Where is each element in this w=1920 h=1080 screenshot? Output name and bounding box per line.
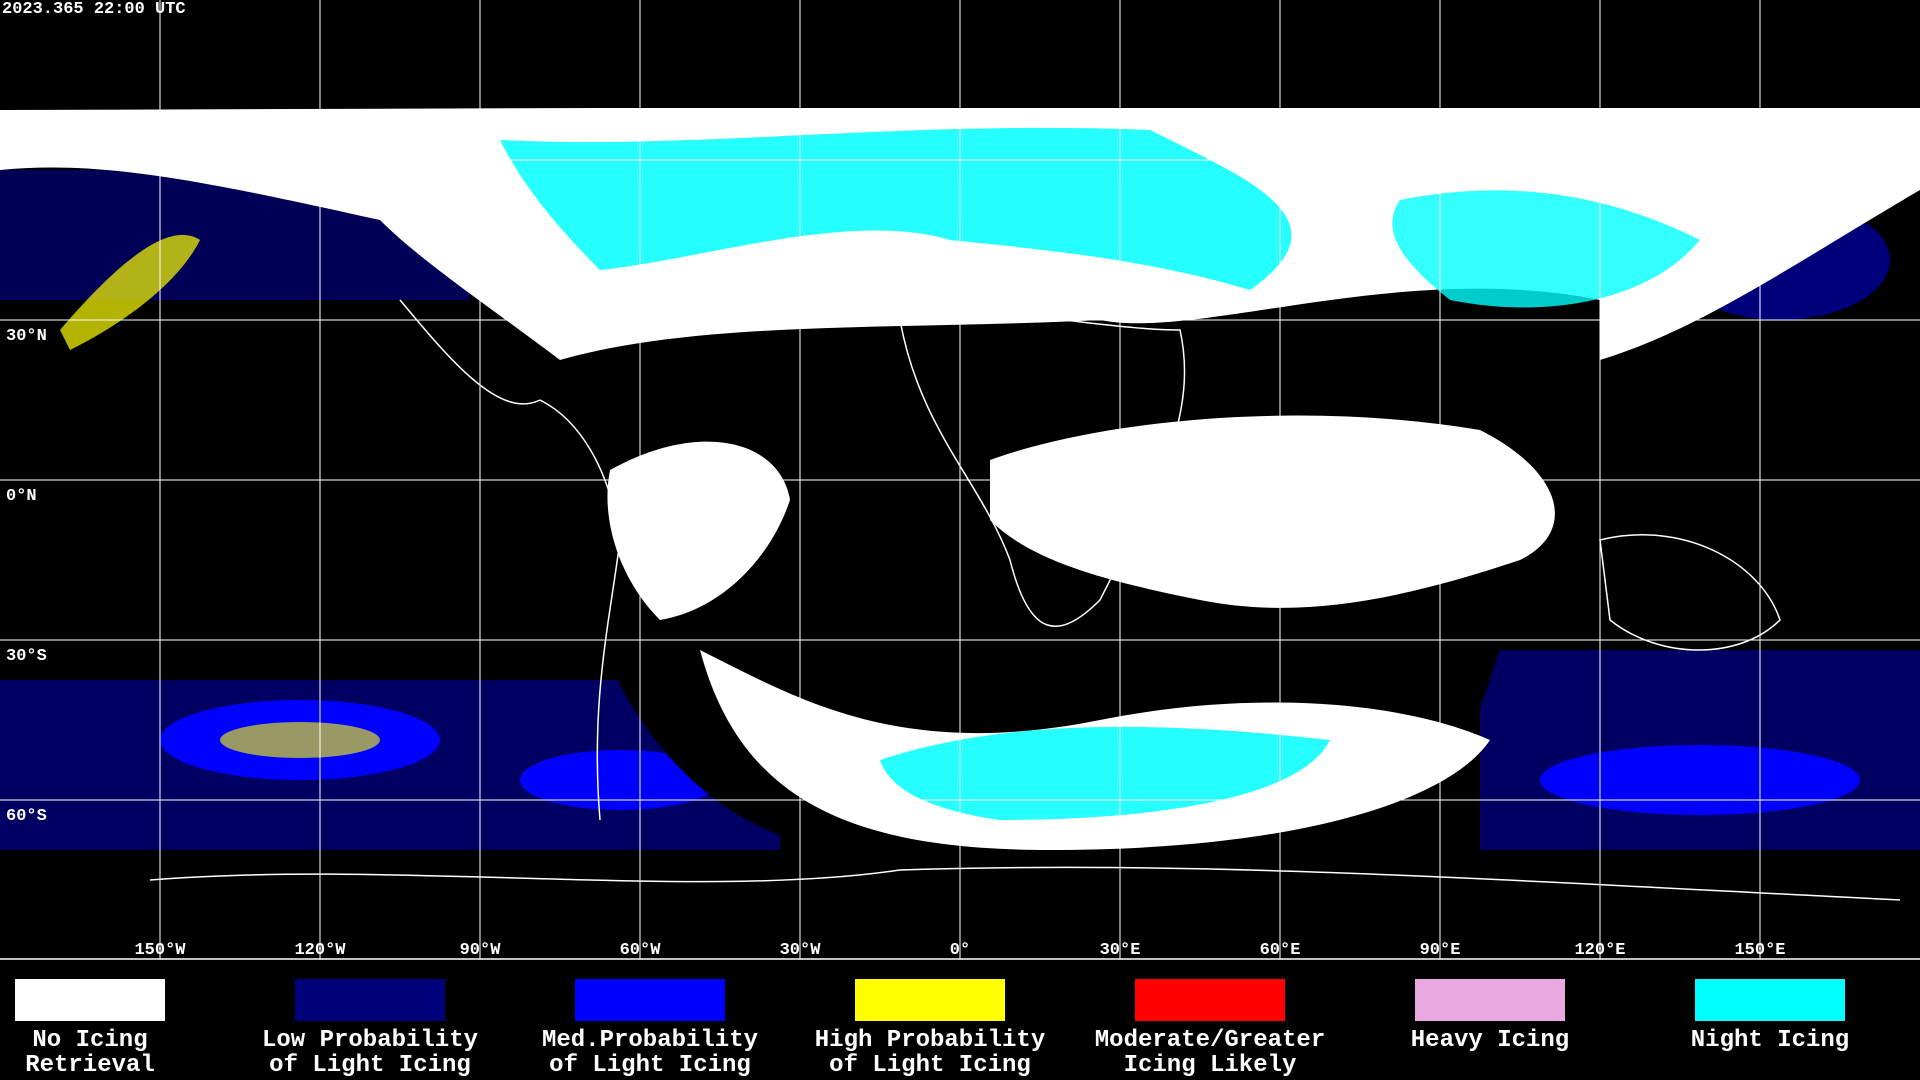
night-icing-field — [1392, 190, 1700, 308]
timestamp: 2023.365 22:00 UTC — [2, 0, 186, 19]
legend-label: No Icing — [32, 1027, 147, 1054]
icing-patch — [60, 234, 200, 350]
coastline — [1599, 534, 1781, 651]
legend-label: High Probability — [815, 1027, 1045, 1054]
legend-label: of Light Icing — [269, 1052, 471, 1079]
coastlines — [149, 299, 1901, 901]
longitude-label: 120°E — [1574, 941, 1625, 960]
legend-label: Icing Likely — [1124, 1052, 1297, 1079]
longitude-label: 90°E — [1420, 941, 1461, 960]
icing-patch — [220, 722, 380, 758]
latitude-label: 60°S — [6, 807, 47, 826]
night-icing-field — [880, 726, 1330, 820]
coastline — [399, 299, 541, 405]
longitude-label: 60°W — [620, 941, 662, 960]
legend-label: of Light Icing — [549, 1052, 751, 1079]
cloud-field — [990, 415, 1555, 608]
longitude-label: 120°W — [294, 941, 346, 960]
legend-swatch — [575, 979, 725, 1021]
coastline — [539, 399, 621, 821]
graticule: 30°N 0°N 30°S 60°S 150°W 120°W 90°W 60°W 30°W 0° 3… — [0, 0, 1920, 960]
legend-label: Med.Probability — [542, 1027, 758, 1054]
longitude-label: 150°E — [1734, 941, 1785, 960]
longitude-label: 90°W — [460, 941, 502, 960]
coastline — [899, 312, 1186, 627]
longitude-label: 30°E — [1100, 941, 1141, 960]
legend-label: Retrieval — [25, 1052, 155, 1079]
longitude-label: 60°E — [1260, 941, 1301, 960]
legend-swatch — [15, 979, 165, 1021]
legend-swatch — [295, 979, 445, 1021]
longitude-label: 30°W — [780, 941, 822, 960]
legend-label: Moderate/Greater — [1095, 1027, 1325, 1054]
legend-swatch — [855, 979, 1005, 1021]
latitude-label: 30°N — [6, 327, 47, 346]
legend-label: Heavy Icing — [1411, 1027, 1569, 1054]
legend-label: Night Icing — [1691, 1027, 1849, 1054]
icing-patch — [520, 750, 720, 810]
longitude-label: 0° — [950, 941, 970, 960]
latitude-label: 30°S — [6, 647, 47, 666]
legend-swatch — [1695, 979, 1845, 1021]
icing-patch — [1540, 745, 1860, 815]
night-icing-field — [500, 127, 1292, 291]
legend-swatch — [1135, 979, 1285, 1021]
legend-label: Low Probability — [262, 1027, 478, 1054]
legend-swatch — [1415, 979, 1565, 1021]
latitude-label: 0°N — [6, 487, 37, 506]
cloud-field — [607, 441, 790, 620]
coastline — [149, 866, 1901, 901]
legend-label: of Light Icing — [829, 1052, 1031, 1079]
longitude-label: 150°W — [134, 941, 186, 960]
